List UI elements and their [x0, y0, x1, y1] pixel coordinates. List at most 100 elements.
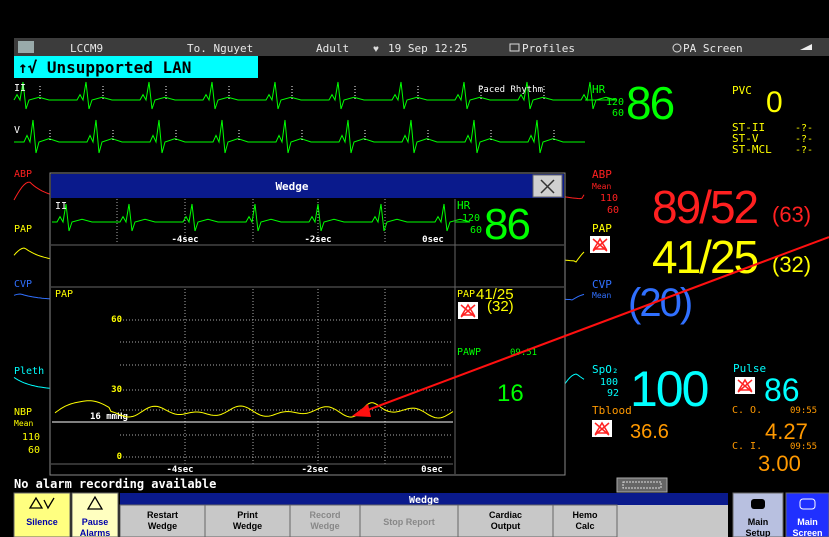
value: 86 [764, 372, 800, 408]
label: Mean [14, 419, 33, 428]
button-label: Print [237, 510, 258, 520]
tick-label: 0sec [422, 235, 444, 245]
tick-label: 0sec [421, 465, 443, 475]
screen-icon [672, 43, 682, 53]
tick-label: 60 [111, 315, 122, 325]
label: 09:55 [790, 406, 817, 416]
label: 60 [607, 205, 619, 216]
alarm-off-icon [737, 378, 753, 393]
tick-label: -2sec [301, 465, 328, 475]
button-label: Cardiac [489, 510, 522, 520]
toolbar-title: Wedge [409, 495, 439, 506]
value: 3.00 [758, 451, 801, 476]
button[interactable] [457, 504, 554, 537]
silence-icon [28, 496, 55, 510]
label: II [55, 201, 67, 212]
value: 89/52 [652, 181, 758, 233]
button-label: Screen [792, 528, 822, 537]
header-text: To. Nguyet [187, 42, 253, 55]
keyboard-icon [616, 477, 668, 493]
lan-banner-text: ↑√ Unsupported LAN [18, 58, 191, 77]
label: Mean [592, 182, 611, 191]
value: 86 [626, 77, 674, 129]
button[interactable] [552, 504, 618, 537]
label: HR [592, 83, 606, 96]
label: 60 [612, 108, 624, 119]
header-text: 19 Sep 12:25 [388, 42, 467, 55]
ecg-wave [14, 119, 585, 154]
label: CVP [592, 278, 612, 291]
lan-banner [14, 56, 258, 78]
dialog [49, 172, 566, 476]
dialog-title: Wedge [275, 180, 308, 193]
label: PAP [592, 222, 612, 235]
button-label: Restart [147, 510, 178, 520]
button[interactable] [71, 492, 119, 537]
tick-label: -4sec [166, 465, 193, 475]
close-icon[interactable] [540, 179, 555, 194]
label: II [14, 83, 26, 94]
button-label: Pause [82, 517, 109, 527]
value: 41/25 [652, 231, 758, 283]
button-label: Output [491, 521, 521, 531]
button[interactable] [119, 504, 206, 537]
label: ST-II [732, 121, 765, 134]
toolbar-title-bar [120, 493, 728, 505]
label: 60 [28, 445, 40, 456]
screen-icon [799, 498, 816, 510]
button[interactable] [13, 492, 71, 537]
label: PAP [55, 289, 73, 300]
heart-icon: ♥ [373, 44, 379, 55]
setup-icon [751, 499, 765, 509]
label: 92 [607, 388, 619, 399]
button-label: Silence [26, 517, 58, 527]
profiles-icon [509, 43, 520, 52]
label: 120 [462, 213, 480, 224]
value: 16 [497, 380, 524, 407]
tick-label: 0 [117, 452, 122, 462]
value: 0 [766, 86, 783, 119]
label: Mean [592, 291, 611, 300]
value: 4.27 [765, 419, 808, 444]
header-text: PA Screen [683, 42, 743, 55]
label: PAP [457, 289, 475, 300]
tick-label: -2sec [304, 235, 331, 245]
value: 100 [630, 361, 708, 417]
keyboard-keys [622, 481, 662, 489]
button-label: Alarms [80, 528, 111, 537]
label: -?- [795, 145, 813, 156]
menu-icon [800, 44, 812, 50]
button[interactable] [785, 492, 829, 537]
button-label: Main [748, 517, 769, 527]
label: NBP [14, 407, 32, 418]
button-label: Main [797, 517, 818, 527]
label: SpO₂ [592, 363, 619, 376]
label: -?- [795, 134, 813, 145]
label: C. O. [732, 405, 762, 416]
value: (32) [487, 298, 514, 315]
value: 36.6 [630, 421, 669, 443]
value: (20) [628, 281, 691, 325]
button-label: Stop Report [383, 517, 435, 527]
label: 110 [22, 432, 40, 443]
label: Pleth [14, 366, 44, 377]
value: 41/25 [476, 286, 514, 303]
label: 16 mmHg [90, 412, 128, 422]
label: 100 [600, 377, 618, 388]
dialog-title-bar [51, 174, 564, 198]
label: C. I. [732, 441, 762, 452]
label: V [14, 125, 20, 136]
label: PAP [14, 224, 32, 235]
header-text: Adult [316, 42, 349, 55]
button-label: Wedge [148, 521, 177, 531]
header-text: LCCM9 [70, 42, 103, 55]
annotation-arrowhead [352, 404, 371, 417]
alarm-off-icon [592, 237, 608, 252]
label: 110 [600, 193, 618, 204]
ecg-wave [13, 81, 617, 110]
tick-label: -4sec [171, 235, 198, 245]
label: PAWP [457, 347, 481, 358]
button[interactable] [204, 504, 291, 537]
